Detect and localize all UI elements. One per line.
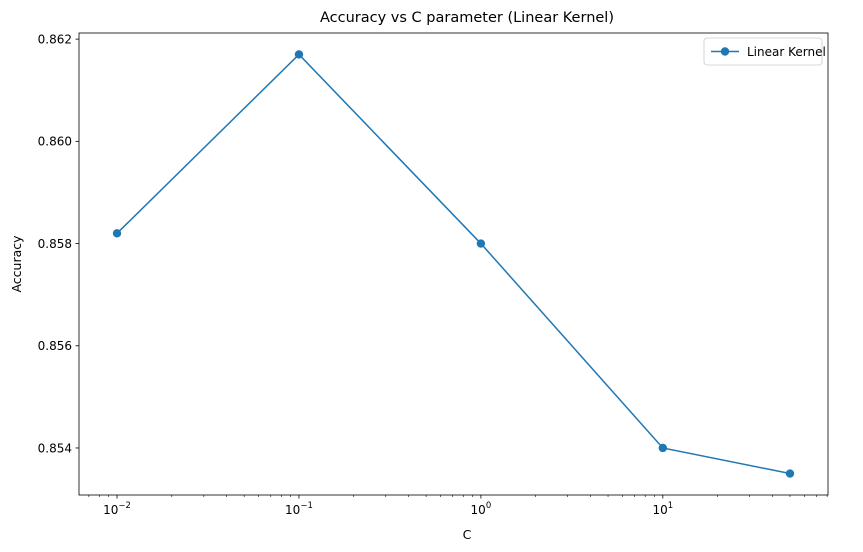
x-tick-label: 10−2 xyxy=(103,501,131,517)
legend-box xyxy=(703,37,823,66)
y-tick-label: 0.858 xyxy=(38,237,72,251)
data-point xyxy=(785,469,795,478)
data-point xyxy=(112,229,122,238)
y-tick-label: 0.862 xyxy=(38,32,72,46)
legend-label: Linear Kernel xyxy=(747,45,826,59)
x-axis-label: C xyxy=(463,527,472,542)
data-point xyxy=(294,50,304,59)
x-tick-label-exponent: 1 xyxy=(668,501,673,511)
x-tick-label-base: 10 xyxy=(285,503,300,517)
x-tick-label-base: 10 xyxy=(103,503,118,517)
legend-marker xyxy=(720,47,730,56)
y-tick-label: 0.856 xyxy=(38,339,72,353)
x-tick-label-exponent: 0 xyxy=(486,501,491,511)
y-axis-label: Accuracy xyxy=(9,235,24,293)
legend: Linear Kernel xyxy=(703,37,826,66)
x-tick-label: 101 xyxy=(652,501,673,517)
data-point xyxy=(658,443,668,453)
x-tick-label-base: 10 xyxy=(652,503,667,517)
y-tick-label: 0.854 xyxy=(38,441,72,455)
x-tick-label: 10−1 xyxy=(285,501,313,517)
x-tick-label: 100 xyxy=(471,501,492,517)
x-tick-label-exponent: −2 xyxy=(118,501,131,511)
x-tick-label-exponent: −1 xyxy=(300,501,313,511)
x-tick-label-base: 10 xyxy=(471,503,486,517)
y-tick-label: 0.860 xyxy=(38,135,72,149)
axes-frame xyxy=(78,32,829,496)
chart-title: Accuracy vs C parameter (Linear Kernel) xyxy=(320,10,614,26)
data-point xyxy=(476,239,486,248)
